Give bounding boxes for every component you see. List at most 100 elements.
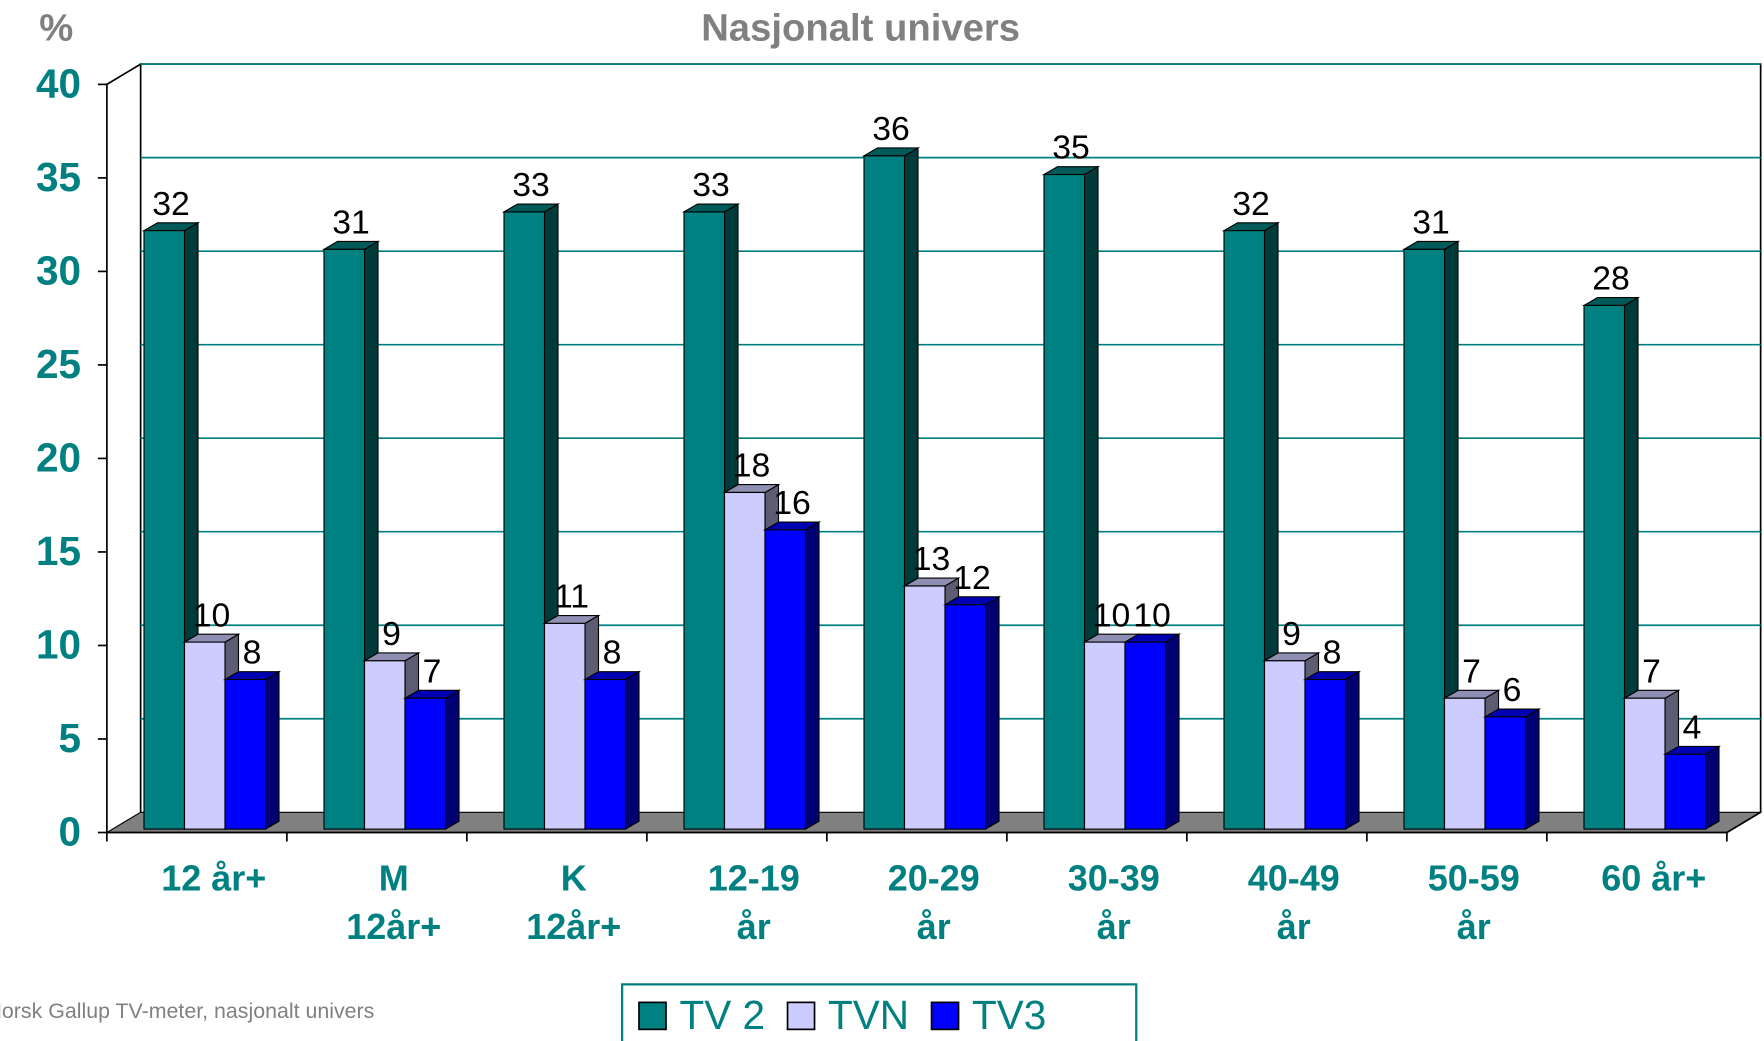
data-label: 9 — [1282, 615, 1301, 653]
x-tick-label: K — [561, 857, 587, 898]
data-label: 8 — [603, 634, 622, 672]
bar — [1263, 660, 1306, 830]
data-label: 10 — [1133, 596, 1171, 634]
bar — [1083, 641, 1126, 830]
y-tick-label: 30 — [36, 247, 81, 293]
x-tick-label: 60 år+ — [1601, 857, 1706, 898]
y-tick-label: 40 — [36, 60, 81, 106]
legend-box — [621, 983, 1138, 1041]
bar-side — [804, 521, 820, 831]
data-label: 7 — [1462, 652, 1481, 690]
x-tick-label: 12 år+ — [161, 857, 266, 898]
chart-title: Nasjonalt univers — [701, 6, 1020, 49]
bar — [764, 529, 807, 830]
data-label: 36 — [872, 110, 910, 148]
bar — [143, 230, 186, 830]
data-label: 7 — [423, 652, 442, 690]
bar — [1403, 248, 1446, 830]
source-note: Norsk Gallup TV-meter, nasjonalt univers — [0, 999, 374, 1023]
bar — [1223, 230, 1266, 830]
data-label: 31 — [332, 204, 370, 242]
bar — [1124, 641, 1167, 830]
y-tick-label: 5 — [58, 715, 81, 761]
x-tick-label: år — [917, 906, 951, 947]
data-label: 10 — [1093, 596, 1131, 634]
bar — [1664, 753, 1707, 830]
data-label: 11 — [554, 578, 589, 616]
x-tick-label: år — [1097, 906, 1131, 947]
y-tick-label: 35 — [36, 154, 81, 200]
legend-label: TVN — [828, 992, 909, 1038]
bar-side — [624, 670, 640, 831]
data-label: 32 — [152, 185, 190, 223]
y-tick-label: 25 — [36, 341, 81, 387]
x-tick-label: år — [1277, 906, 1311, 947]
bar — [224, 678, 267, 830]
bar — [1304, 678, 1347, 830]
bar — [723, 491, 766, 830]
bar — [1583, 304, 1626, 830]
data-label: 32 — [1232, 185, 1270, 223]
x-tick-label: år — [737, 906, 771, 947]
x-tick-label: 20-29 — [888, 857, 980, 898]
legend-swatch — [638, 1001, 667, 1031]
y-axis-label: % — [39, 6, 73, 49]
legend-label: TV3 — [972, 992, 1046, 1038]
bar-side — [1524, 708, 1540, 831]
x-tick-label: M — [379, 857, 409, 898]
data-label: 18 — [733, 447, 771, 485]
floor-right-edge — [1726, 811, 1762, 834]
x-tick-label: 12-19 — [708, 857, 800, 898]
bar — [863, 155, 906, 830]
data-label: 6 — [1503, 671, 1522, 709]
y-tick-label: 10 — [36, 621, 81, 667]
bar — [584, 678, 627, 830]
bar — [903, 585, 946, 830]
bar — [1043, 173, 1086, 830]
legend-swatch — [786, 1001, 816, 1031]
bar-side — [1164, 633, 1180, 831]
legend-label: TV 2 — [680, 992, 766, 1038]
y-tick-label: 20 — [36, 434, 81, 480]
bar — [683, 211, 726, 830]
bar — [1484, 716, 1527, 830]
data-label: 10 — [193, 596, 231, 634]
data-label: 9 — [382, 615, 401, 653]
bar — [1443, 697, 1486, 830]
y-tick-label: 0 — [58, 808, 81, 854]
data-label: 16 — [773, 484, 811, 522]
bar — [543, 622, 586, 830]
bar-side — [1704, 745, 1720, 831]
data-label: 7 — [1642, 652, 1661, 690]
data-label: 31 — [1412, 204, 1450, 242]
data-label: 35 — [1052, 129, 1090, 167]
data-label: 12 — [953, 559, 991, 597]
x-tick-label: 12år+ — [526, 906, 621, 947]
bar-side — [1344, 670, 1360, 831]
x-tick-label: 12år+ — [346, 906, 441, 947]
bar-side — [264, 670, 280, 831]
data-label: 33 — [692, 166, 730, 204]
bar-side — [984, 595, 1000, 831]
data-label: 33 — [512, 166, 550, 204]
bar — [503, 211, 546, 830]
bar — [323, 248, 366, 830]
x-tick-label: år — [1457, 906, 1491, 947]
bar — [363, 660, 406, 830]
plot: % Nasjonalt univers Norsk Gallup TV-mete… — [0, 6, 1763, 1041]
bar — [404, 697, 447, 830]
bar-side — [444, 689, 460, 831]
data-label: 8 — [243, 634, 262, 672]
x-tick-label: 30-39 — [1068, 857, 1160, 898]
bar — [183, 641, 226, 830]
y-tick-label: 15 — [36, 528, 81, 574]
left-wall-edge — [106, 63, 142, 86]
x-tick-label: 40-49 — [1248, 857, 1340, 898]
data-label: 4 — [1683, 708, 1702, 746]
bar — [944, 604, 987, 830]
data-label: 8 — [1323, 634, 1342, 672]
data-label: 13 — [913, 540, 951, 578]
data-label: 28 — [1592, 260, 1630, 298]
bar — [1623, 697, 1666, 830]
